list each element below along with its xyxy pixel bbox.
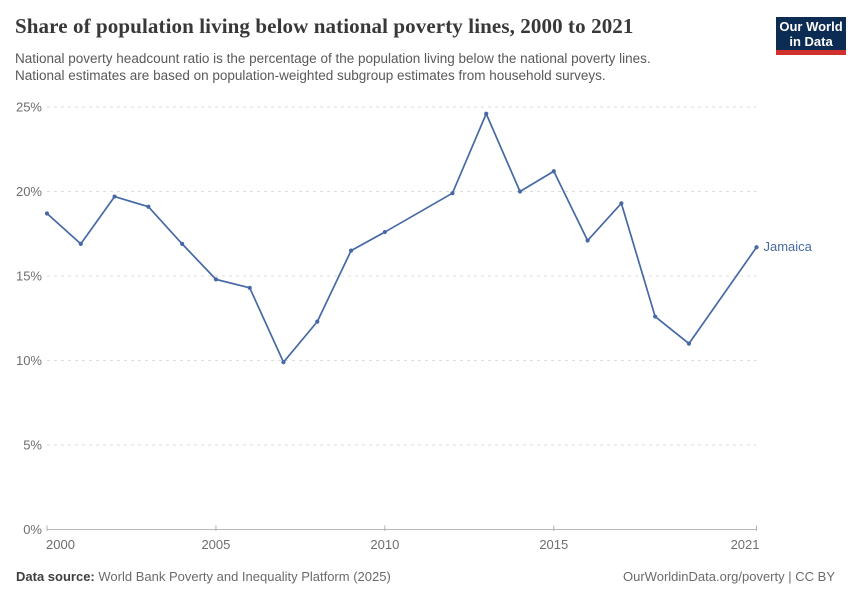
data-point — [484, 111, 489, 116]
y-axis-tick-label: 0% — [23, 522, 42, 537]
owid-url-link[interactable]: OurWorldinData.org/poverty — [623, 569, 785, 584]
data-point — [315, 319, 320, 324]
data-point — [450, 191, 455, 196]
owid-logo-line-2: in Data — [789, 34, 833, 49]
data-point — [517, 189, 523, 194]
data-point — [281, 360, 286, 365]
y-axis-tick-label: 20% — [16, 184, 42, 199]
series-line-jamaica — [46, 112, 758, 364]
data-source-label: Data source: — [16, 569, 95, 584]
data-point — [754, 245, 759, 250]
data-point — [653, 314, 658, 319]
data-point — [112, 194, 117, 199]
x-axis-tick-label: 2010 — [370, 537, 399, 552]
x-axis-tick-label: 2021 — [731, 537, 760, 552]
series-label-jamaica: Jamaica — [763, 238, 812, 254]
data-point — [146, 204, 151, 209]
owid-logo: Our World in Data — [776, 17, 846, 55]
y-axis-tick-label: 5% — [23, 438, 42, 453]
data-point — [551, 169, 556, 174]
data-point — [78, 241, 83, 246]
y-axis-tick-label: 15% — [16, 269, 42, 284]
chart-subtitle-line-2: National estimates are based on populati… — [15, 67, 606, 83]
x-axis-tick-label: 2005 — [201, 537, 230, 552]
data-source-note: Data source: World Bank Poverty and Ineq… — [16, 569, 391, 584]
x-axis-tick-label: 2015 — [539, 537, 568, 552]
x-axis-tick-label: 2000 — [46, 537, 75, 552]
owid-logo-line-1: Our World — [779, 19, 843, 34]
footer-divider: | — [788, 569, 792, 584]
chart-subtitle-line-1: National poverty headcount ratio is the … — [15, 51, 651, 66]
data-point — [44, 211, 50, 216]
chart-footer: Data source: World Bank Poverty and Ineq… — [16, 569, 835, 584]
data-point — [686, 341, 692, 346]
data-source-text: World Bank Poverty and Inequality Platfo… — [98, 569, 391, 584]
data-point — [348, 248, 354, 253]
data-point — [213, 277, 219, 282]
license-label: CC BY — [795, 569, 835, 584]
y-axis-tick-label: 25% — [16, 100, 42, 115]
footer-license-note: OurWorldinData.org/poverty | CC BY — [623, 569, 835, 584]
chart-subtitle: National poverty headcount ratio is the … — [15, 51, 651, 84]
y-axis-tick-label: 10% — [16, 353, 42, 368]
chart-title: Share of population living below nationa… — [15, 14, 634, 38]
data-point — [585, 238, 590, 243]
data-point — [619, 201, 624, 206]
data-point — [180, 241, 185, 246]
data-point — [382, 229, 387, 235]
data-point — [247, 285, 252, 290]
